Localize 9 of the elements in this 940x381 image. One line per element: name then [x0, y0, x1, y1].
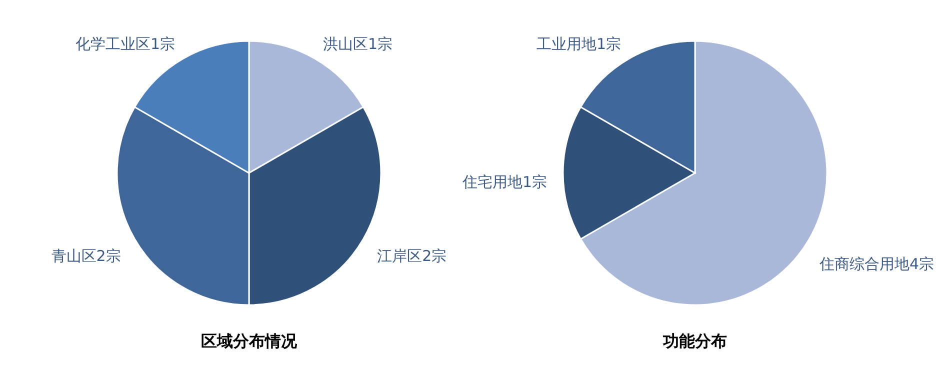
slice-label: 工业用地1宗 [536, 34, 621, 53]
slice-label: 住商综合用地4宗 [818, 255, 934, 274]
slice-label: 青山区2宗 [51, 247, 121, 266]
text: 功能分布 [662, 331, 727, 350]
slice-label: 江岸区2宗 [377, 247, 447, 266]
slice-label: 洪山区1宗 [323, 34, 393, 53]
slice-label: 化学工业区1宗 [75, 34, 175, 53]
text: 区域分布情况 [201, 331, 298, 350]
slice-label: 住宅用地1宗 [461, 173, 547, 192]
